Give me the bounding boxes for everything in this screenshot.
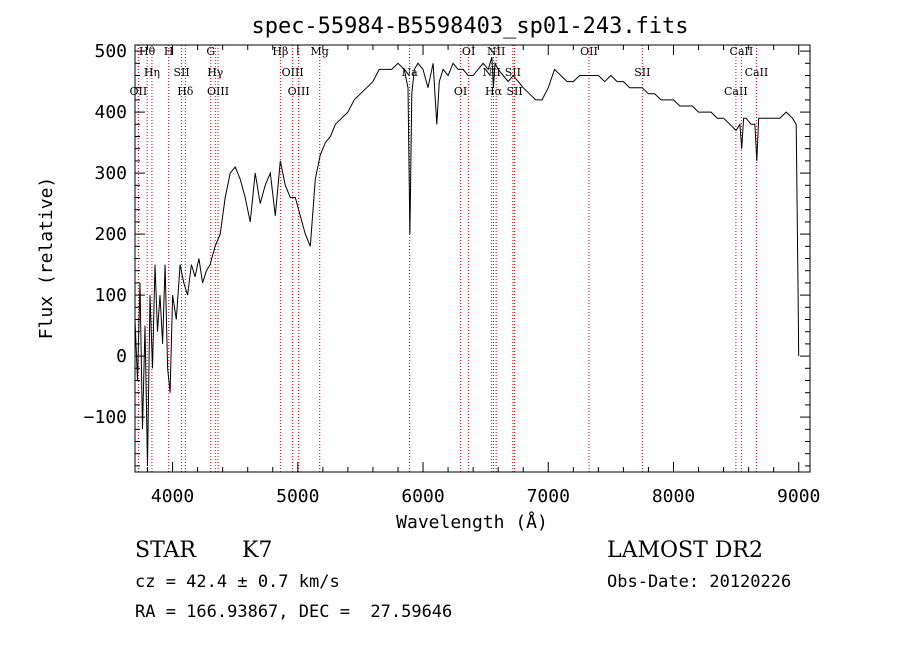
spectral-line-label: SII: [505, 66, 521, 79]
x-axis-label: Wavelength (Å): [396, 511, 548, 533]
spectral-line-label: SII: [506, 85, 522, 98]
y-tick-label: 500: [94, 41, 127, 62]
ra-dec-coordinates: RA = 166.93867, DEC = 27.59646: [135, 602, 453, 622]
spectral-line-label: OIII: [288, 85, 310, 98]
spectral-line-label: Mg: [311, 45, 329, 58]
spectral-line-label: Hη: [144, 66, 160, 79]
y-axis-label: Flux (relative): [36, 177, 57, 340]
spectral-line-label: OI: [462, 45, 475, 58]
spectral-line-label: Hα: [485, 85, 503, 98]
spectral-line-label: SII: [173, 66, 189, 79]
x-tick-label: 9000: [777, 486, 820, 507]
spectral-line-label: OII: [580, 45, 598, 58]
spectral-line-label: CaII: [745, 66, 769, 79]
y-tick-label: 0: [116, 346, 127, 367]
plot-frame: [134, 44, 811, 473]
spectral-line-label: SII: [634, 66, 650, 79]
spectral-line-label: OIII: [207, 85, 229, 98]
x-tick-label: 8000: [652, 486, 695, 507]
spectral-line-label: NII: [487, 45, 505, 58]
spectral-line-markers: HθHηOIIHSIIHδGHγOIIIHβOIIIOIIIMgNaOIOINI…: [130, 45, 769, 472]
spectral-line-label: OII: [130, 85, 148, 98]
spectral-line-label: H: [164, 45, 174, 58]
spectral-line-label: Hδ: [177, 85, 194, 98]
x-tick-label: 5000: [276, 486, 319, 507]
x-tick-label: 4000: [151, 486, 194, 507]
y-tick-label: 300: [94, 163, 127, 184]
x-axis-ticks: 4000 5000 6000 7000 8000 9000: [147, 45, 820, 507]
spectral-line-label: G: [206, 45, 215, 58]
y-tick-label: 200: [94, 224, 127, 245]
chart-title: spec-55984-B5598403_sp01-243.fits: [251, 14, 688, 39]
spectral-line-label: OI: [454, 85, 467, 98]
redshift-velocity: cz = 42.4 ± 0.7 km/s: [135, 572, 340, 592]
spectrum-series: [134, 57, 800, 466]
object-class: STAR: [135, 538, 196, 563]
spectral-line-label: Hγ: [207, 66, 224, 79]
object-subclass: K7: [242, 538, 273, 563]
y-tick-label: 100: [94, 285, 127, 306]
spectral-line-label: Hβ: [272, 45, 288, 58]
spectrum-line: [134, 57, 800, 466]
survey-name: LAMOST DR2: [607, 538, 763, 563]
spectral-line-label: CaII: [724, 85, 748, 98]
x-tick-label: 7000: [527, 486, 570, 507]
spectral-line-label: CaII: [730, 45, 754, 58]
y-tick-label: 400: [94, 102, 127, 123]
x-tick-label: 6000: [401, 486, 444, 507]
spectral-line-label: NII: [482, 66, 500, 79]
y-tick-label: −100: [84, 407, 127, 428]
y-axis-ticks: −100 0 100 200 300 400 500: [84, 41, 810, 467]
observation-date: Obs-Date: 20120226: [607, 572, 792, 592]
spectral-line-label: OIII: [282, 66, 304, 79]
